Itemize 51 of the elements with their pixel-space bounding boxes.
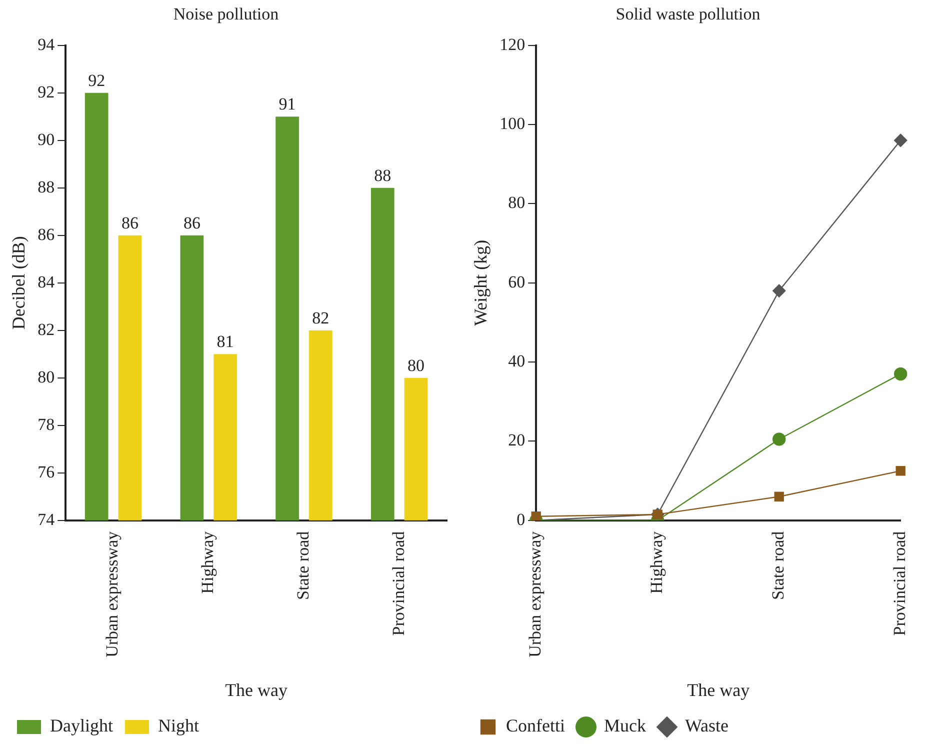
y-axis-title: Weight (kg) (470, 240, 491, 326)
y-tick-label: 20 (508, 430, 526, 450)
data-label: 86 (183, 213, 200, 232)
point (772, 432, 786, 446)
y-tick-label: 90 (38, 130, 55, 149)
x-tick-label: Urban expressway (526, 530, 545, 658)
legend-label: Waste (684, 716, 729, 736)
y-tick-label: 92 (38, 82, 55, 102)
data-label: 92 (88, 70, 106, 90)
x-tick-label: Provincial road (388, 530, 408, 636)
data-label: 86 (121, 213, 138, 232)
data-label: 80 (408, 356, 425, 375)
y-tick-label: 60 (508, 272, 526, 292)
x-tick-label: Highway (647, 530, 666, 594)
legend-label: Confetti (506, 716, 565, 736)
y-tick-label: 80 (38, 367, 55, 386)
x-tick-label: State road (293, 530, 312, 600)
y-tick-label: 86 (38, 224, 55, 244)
x-axis-title: The way (687, 680, 750, 700)
data-label: 88 (374, 166, 392, 185)
data-label: 91 (278, 94, 296, 114)
legend-label: Night (158, 716, 200, 736)
y-tick-label: 80 (508, 193, 526, 212)
y-tick-label: 74 (38, 510, 56, 529)
y-tick-label: 84 (38, 272, 56, 292)
data-label: 82 (312, 308, 330, 328)
y-tick-label: 120 (500, 34, 526, 54)
x-tick-label: State road (768, 530, 788, 600)
point (774, 492, 784, 502)
data-label: 81 (216, 332, 234, 352)
x-tick-label: Urban expressway (102, 530, 122, 658)
chart-title: Noise pollution (173, 4, 280, 24)
x-tick-label: Highway (198, 530, 218, 594)
y-tick-label: 78 (38, 414, 55, 434)
y-tick-label: 94 (38, 34, 56, 54)
y-tick-label: 100 (500, 114, 526, 134)
y-tick-label: 82 (38, 320, 55, 339)
x-tick-label: Provincial road (890, 530, 910, 636)
y-tick-label: 88 (38, 177, 55, 196)
point (772, 284, 786, 298)
legend-label: Muck (604, 716, 646, 736)
point (894, 134, 908, 147)
point (896, 466, 906, 476)
y-tick-label: 76 (38, 462, 55, 482)
y-axis-title: Decibel (dB) (8, 236, 29, 330)
chart-title: Solid waste pollution (616, 4, 761, 24)
y-tick-label: 40 (508, 352, 526, 371)
legend-label: Daylight (50, 716, 113, 736)
y-tick-label: 0 (516, 510, 526, 529)
point (894, 367, 908, 381)
x-axis-title: The way (225, 680, 288, 700)
